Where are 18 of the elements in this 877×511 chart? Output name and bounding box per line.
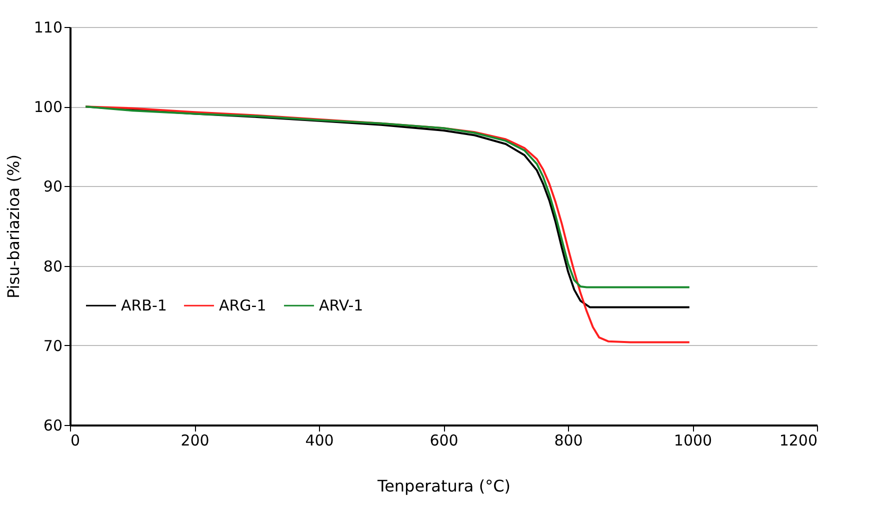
x-tick-label: 800 — [554, 432, 583, 450]
x-tick-label: 0 — [70, 432, 80, 450]
x-tick-label: 600 — [430, 432, 458, 450]
y-tick-label: 60 — [43, 416, 62, 434]
legend-label: ARG-1 — [219, 296, 266, 315]
x-tick-label: 1200 — [779, 432, 818, 450]
x-tick-label: 200 — [180, 432, 210, 450]
x-tick-label: 1000 — [674, 432, 712, 450]
x-tick-label: 400 — [305, 432, 334, 450]
y-tick-label: 90 — [43, 178, 62, 196]
y-tick-label: 100 — [34, 98, 62, 116]
legend-label: ARV-1 — [319, 296, 364, 315]
y-axis-title: Pisu-bariazioa (%) — [4, 154, 23, 298]
y-tick-label: 80 — [43, 257, 62, 276]
y-tick-label: 70 — [43, 336, 62, 355]
y-tick-label: 110 — [34, 18, 62, 36]
legend-label: ARB-1 — [121, 296, 167, 315]
x-axis-title: Tenperatura (°C) — [376, 476, 510, 496]
